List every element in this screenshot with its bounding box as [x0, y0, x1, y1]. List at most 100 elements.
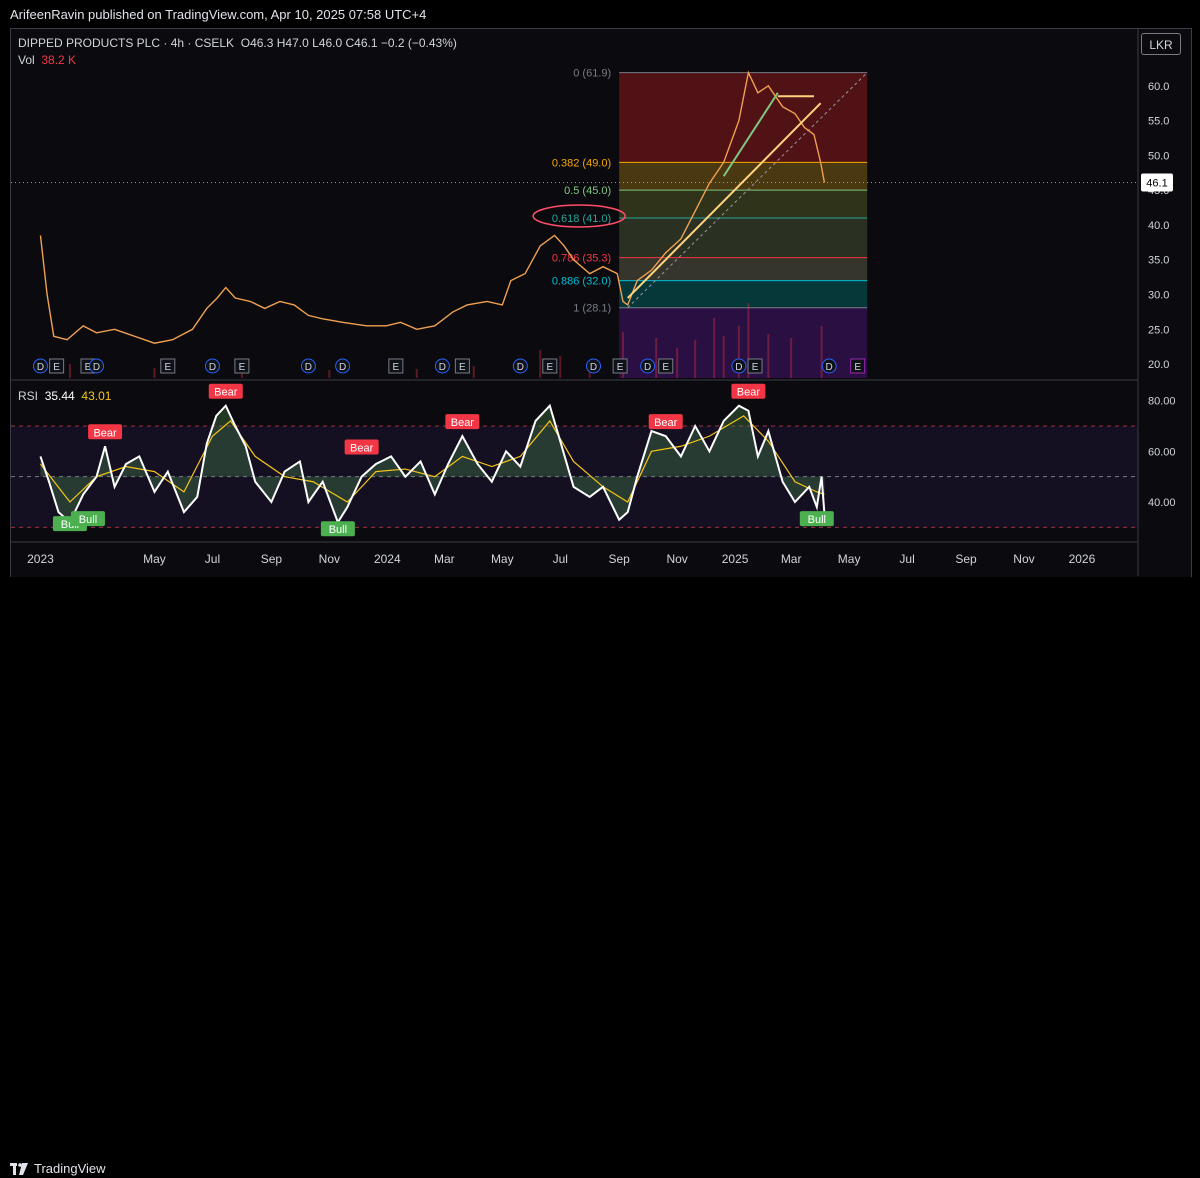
volume-legend: Vol 38.2 K [18, 53, 76, 67]
price-axis-tick: 35.0 [1148, 255, 1169, 267]
volume-bar [472, 366, 475, 378]
earnings-marker [160, 358, 176, 374]
event-marker-label: E [752, 362, 759, 373]
time-axis-tick: 2026 [1069, 552, 1096, 566]
event-marker-label: D [826, 362, 833, 373]
volume-bar [722, 336, 725, 378]
volume-bar [767, 334, 770, 378]
rsi-ma-value: 43.01 [81, 389, 112, 403]
dividend-marker [731, 358, 747, 374]
fib-zone [619, 162, 868, 191]
event-marker-label: D [305, 362, 312, 373]
time-axis-tick: Nov [1013, 552, 1034, 566]
fib-zone [619, 190, 868, 218]
event-marker-label: D [439, 362, 446, 373]
price-axis-tick: 25.0 [1148, 324, 1169, 336]
event-marker-label: D [209, 362, 216, 373]
volume-label: Vol [18, 53, 35, 67]
time-axis-tick: May [143, 552, 166, 566]
volume-bar [820, 326, 823, 378]
event-marker-label: D [517, 362, 524, 373]
trendline [627, 102, 822, 299]
price-line [39, 70, 826, 344]
fib-diagonal [627, 72, 868, 309]
rsi-ma-line [39, 415, 825, 503]
time-axis-tick: May [491, 552, 514, 566]
time-axis-tick: Sep [955, 552, 977, 566]
bear-signal-badge [208, 383, 243, 399]
trendline [722, 92, 779, 177]
volume-bar [415, 369, 418, 378]
time-axis-tick: Nov [319, 552, 340, 566]
bull-signal-label: Bull [808, 514, 826, 526]
price-chart-svg[interactable]: 0 (61.9) 0.382 (49.0) 0.5 (45.0) 0.618 (41.… [0, 0, 1200, 607]
time-axis-tick: Nov [666, 552, 687, 566]
fib-zone [619, 218, 868, 258]
earnings-marker [542, 358, 558, 374]
fib-level-label: 1 (28.1) [573, 303, 611, 315]
ohlc-values: O46.3 H47.0 L46.0 C46.1 −0.2 (−0.43%) [240, 36, 457, 50]
bear-signal-label: Bear [93, 427, 117, 439]
bull-signal-badge [70, 511, 105, 527]
tradingview-logo-icon [10, 1162, 28, 1175]
time-axis-tick: Jul [553, 552, 568, 566]
event-marker-label: D [339, 362, 346, 373]
dividend-marker [586, 358, 602, 374]
bear-signal-badge [731, 383, 766, 399]
volume-bar [676, 348, 679, 378]
tradingview-logo[interactable]: TradingView [10, 1161, 106, 1176]
publisher-line: ArifeenRavin published on TradingView.co… [10, 7, 427, 22]
currency-button[interactable]: LKR [1141, 33, 1181, 55]
bear-signal-label: Bear [737, 387, 761, 399]
dividend-marker [640, 358, 656, 374]
event-marker-label: E [239, 362, 246, 373]
volume-bar [328, 370, 331, 378]
bear-signal-badge [344, 439, 379, 455]
dividend-marker [434, 358, 450, 374]
earnings-marker [612, 358, 628, 374]
fib-level-label: 0.5 (45.0) [564, 185, 611, 197]
volume-bar [713, 318, 716, 378]
bull-signal-badge [799, 511, 834, 527]
event-marker-label: E [546, 362, 553, 373]
dividend-marker [300, 358, 316, 374]
event-marker-label: E [164, 362, 171, 373]
event-marker-label: D [37, 362, 44, 373]
dividend-marker [821, 358, 837, 374]
price-axis-tick: 60.0 [1148, 81, 1169, 93]
bear-signal-badge [88, 424, 123, 440]
time-axis-tick: Jul [205, 552, 220, 566]
event-marker-label: D [644, 362, 651, 373]
time-axis-tick: Jul [899, 552, 914, 566]
rsi-axis-tick: 40.00 [1148, 497, 1176, 509]
volume-bar [539, 350, 542, 378]
time-axis-tick: 2023 [27, 552, 54, 566]
dividend-marker [204, 358, 220, 374]
footer-bar: TradingView [0, 577, 1200, 1176]
rsi-axis-tick: 60.00 [1148, 446, 1176, 458]
time-axis-tick: Mar [434, 552, 455, 566]
earnings-marker [454, 358, 470, 374]
rsi-legend: RSI 35.44 43.01 [18, 389, 111, 403]
earnings-marker [49, 358, 65, 374]
dividend-marker [335, 358, 351, 374]
event-marker-label: E [459, 362, 466, 373]
bear-signal-label: Bear [451, 417, 475, 429]
fib-level-label: 0.786 (35.3) [552, 253, 611, 265]
fib-level-label: 0.618 (41.0) [552, 213, 611, 225]
last-price-label: 46.1 [1146, 178, 1167, 190]
tradingview-brand: TradingView [34, 1161, 106, 1176]
event-marker-label: E [393, 362, 400, 373]
fib-level-label: 0.886 (32.0) [552, 276, 611, 288]
earnings-marker [850, 358, 866, 374]
rsi-axis-tick: 80.00 [1148, 396, 1176, 408]
volume-bar [655, 338, 658, 378]
event-marker-label: D [590, 362, 597, 373]
bear-signal-label: Bear [350, 442, 374, 454]
price-axis-tick: 50.0 [1148, 150, 1169, 162]
time-axis-tick: Mar [781, 552, 802, 566]
fib-zone [619, 280, 868, 308]
price-axis-tick: 20.0 [1148, 359, 1169, 371]
dividend-marker [89, 358, 105, 374]
volume-bar [747, 303, 750, 378]
